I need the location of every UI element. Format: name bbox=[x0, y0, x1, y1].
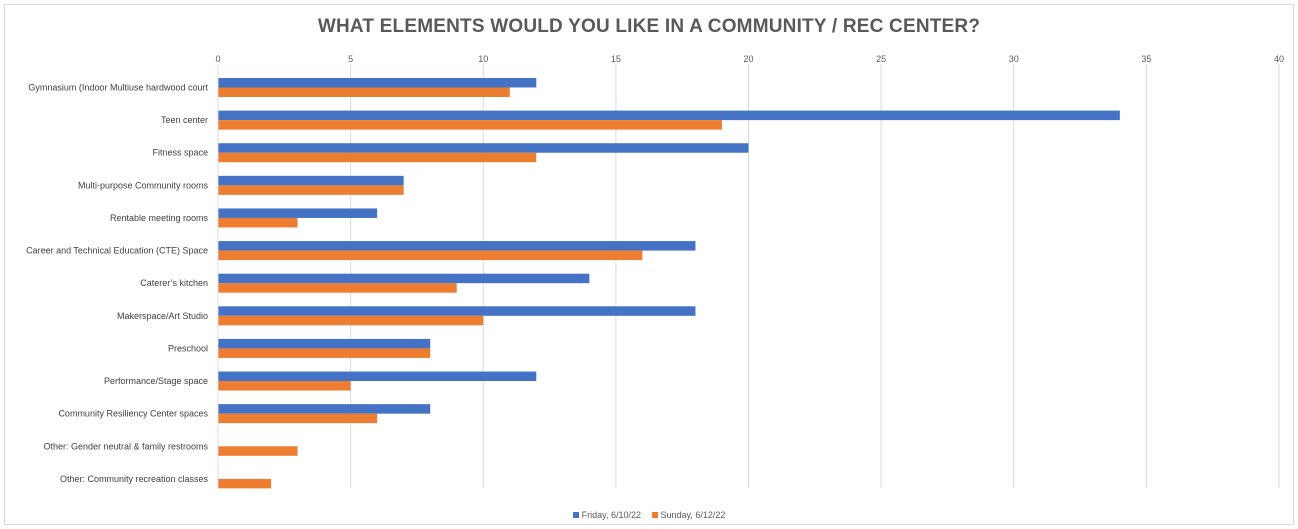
chart-frame bbox=[4, 4, 1294, 525]
category-label: Fitness space bbox=[152, 148, 208, 158]
x-tick-label: 35 bbox=[1141, 54, 1151, 64]
category-label: Performance/Stage space bbox=[104, 376, 208, 386]
x-tick-label: 40 bbox=[1274, 54, 1284, 64]
legend-label-sunday: Sunday, 6/12/22 bbox=[660, 510, 726, 520]
legend-item-friday: Friday, 6/10/22 bbox=[572, 510, 641, 520]
bar-sunday bbox=[218, 348, 431, 358]
legend-item-sunday: Sunday, 6/12/22 bbox=[651, 510, 726, 520]
bar-friday bbox=[218, 208, 378, 218]
x-tick-label: 30 bbox=[1009, 54, 1019, 64]
legend-label-friday: Friday, 6/10/22 bbox=[581, 510, 641, 520]
bar-sunday bbox=[218, 87, 510, 97]
legend-swatch-friday bbox=[572, 512, 579, 518]
bar-sunday bbox=[218, 185, 404, 195]
bar-friday bbox=[218, 371, 537, 382]
bar-friday bbox=[218, 175, 404, 186]
bar-friday bbox=[218, 78, 537, 88]
x-tick-label: 15 bbox=[611, 54, 621, 64]
category-label: Preschool bbox=[168, 343, 208, 353]
bar-sunday bbox=[218, 413, 378, 424]
category-label: Other: Community recreation classes bbox=[60, 474, 209, 484]
bar-friday bbox=[218, 273, 590, 284]
bar-friday bbox=[218, 338, 431, 349]
x-tick-label: 25 bbox=[876, 54, 886, 64]
bar-friday bbox=[218, 110, 1120, 121]
x-tick-label: 0 bbox=[215, 54, 220, 64]
category-label: Teen center bbox=[161, 115, 208, 125]
x-tick-label: 10 bbox=[478, 54, 488, 64]
category-label: Rentable meeting rooms bbox=[110, 213, 209, 223]
bar-sunday bbox=[218, 381, 351, 391]
category-label: Gymnasium (Indoor Multiuse hardwood cour… bbox=[28, 83, 208, 93]
chart-legend: Friday, 6/10/22 Sunday, 6/12/22 bbox=[0, 510, 1298, 520]
category-label: Caterer’s kitchen bbox=[140, 278, 208, 288]
bar-friday bbox=[218, 404, 431, 414]
bar-sunday bbox=[218, 446, 298, 456]
legend-swatch-sunday bbox=[651, 512, 658, 518]
x-tick-label: 20 bbox=[743, 54, 753, 64]
chart-title: WHAT ELEMENTS WOULD YOU LIKE IN A COMMUN… bbox=[317, 16, 981, 37]
bar-sunday bbox=[218, 152, 537, 163]
bar-sunday bbox=[218, 315, 484, 326]
bar-sunday bbox=[218, 283, 457, 293]
category-label: Community Resiliency Center spaces bbox=[58, 409, 208, 419]
bar-sunday bbox=[218, 250, 643, 261]
bar-sunday bbox=[218, 217, 298, 228]
bar-friday bbox=[218, 143, 749, 153]
category-label: Career and Technical Education (CTE) Spa… bbox=[26, 246, 208, 256]
bar-friday bbox=[218, 306, 696, 316]
category-label: Makerspace/Art Studio bbox=[117, 311, 208, 321]
category-label: Multi-purpose Community rooms bbox=[78, 180, 209, 190]
bar-sunday bbox=[218, 120, 722, 130]
x-tick-label: 5 bbox=[348, 54, 353, 64]
category-label: Other: Gender neutral & family restrooms bbox=[43, 441, 208, 451]
bar-sunday bbox=[218, 478, 272, 489]
bar-friday bbox=[218, 241, 696, 251]
